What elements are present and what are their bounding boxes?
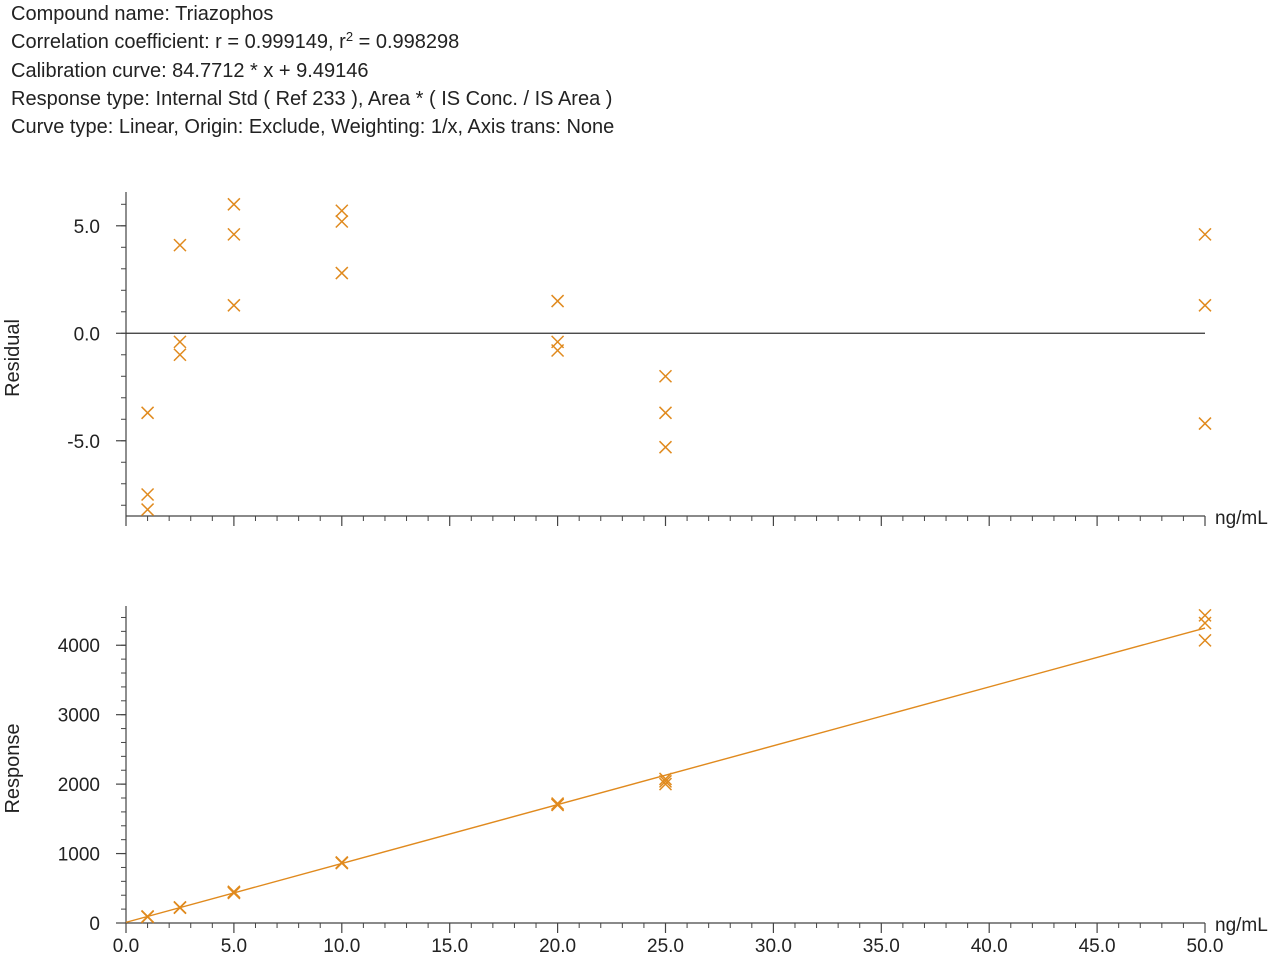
x-tick-label: 30.0 (755, 936, 792, 957)
data-point-marker (658, 777, 673, 791)
data-point-marker (551, 343, 565, 358)
data-point-marker (658, 440, 673, 454)
data-point-marker (658, 772, 673, 786)
marker-stroke (173, 901, 187, 915)
marker-stroke (227, 298, 241, 312)
data-point-marker (551, 798, 565, 812)
marker-stroke (658, 440, 673, 454)
x-tick-label: 5.0 (221, 936, 247, 957)
response-type: Response type: Internal Std ( Ref 233 ),… (11, 87, 613, 110)
marker-stroke (141, 406, 155, 420)
x-tick-label: 0.0 (113, 936, 139, 957)
r-squared-text: = 0.998298 (353, 31, 460, 54)
data-point-marker (173, 901, 187, 915)
r-squared-superscript: 2 (345, 29, 354, 45)
x-axis-unit-label: ng/mL (1215, 508, 1268, 529)
marker-stroke (173, 348, 187, 362)
marker-stroke (658, 369, 673, 383)
y-axis-title: Response (2, 723, 24, 813)
x-axis-unit-label: ng/mL (1215, 915, 1268, 936)
data-point-marker (335, 214, 349, 229)
data-point-marker (173, 238, 187, 252)
marker-stroke (335, 856, 349, 870)
data-point-marker (1198, 298, 1212, 312)
data-point-marker (227, 197, 241, 211)
y-axis-title: Residual (2, 319, 24, 397)
correlation-text: Correlation coefficient: r = 0.999149, r (11, 31, 346, 54)
data-point-marker (335, 856, 349, 870)
marker-stroke (227, 197, 241, 211)
data-point-marker (658, 406, 673, 420)
y-tick-label: 0 (89, 914, 100, 935)
marker-stroke (1198, 227, 1212, 241)
y-tick-label: 2000 (58, 775, 100, 796)
data-point-marker (141, 503, 155, 517)
y-tick-label: 1000 (58, 845, 100, 866)
data-point-marker (551, 294, 565, 308)
marker-stroke (1198, 417, 1212, 431)
data-point-marker (227, 227, 241, 241)
x-tick-label: 40.0 (971, 936, 1008, 957)
x-tick-label: 25.0 (647, 936, 684, 957)
data-point-marker (658, 369, 673, 383)
x-tick-label: 35.0 (863, 936, 900, 957)
marker-stroke (1198, 298, 1212, 312)
y-tick-label: 5.0 (74, 217, 100, 238)
calibration-fit-line (125, 627, 1206, 924)
marker-stroke (551, 343, 565, 358)
calibration-curve: Calibration curve: 84.7712 * x + 9.49146 (11, 59, 369, 82)
data-point-marker (1198, 417, 1212, 431)
y-tick-label: 3000 (58, 706, 100, 727)
data-point-marker (658, 774, 673, 788)
marker-stroke (173, 335, 187, 349)
marker-stroke (658, 774, 673, 788)
response-plot: 0 1000 2000 3000 4000 0.0 5.0 10.0 15.0 20.0 25.0 3… (2, 606, 1268, 957)
data-point-marker (141, 910, 155, 924)
marker-stroke (335, 266, 349, 280)
marker-stroke (335, 214, 349, 229)
marker-stroke (335, 204, 349, 218)
x-tick-label: 45.0 (1079, 936, 1116, 957)
data-point-marker (335, 266, 349, 280)
y-tick-label: 0.0 (74, 324, 100, 345)
data-point-marker (1198, 616, 1212, 630)
y-tick-label: 4000 (58, 636, 100, 657)
marker-stroke (551, 294, 565, 308)
curve-type: Curve type: Linear, Origin: Exclude, Wei… (11, 116, 615, 139)
marker-stroke (551, 798, 565, 812)
marker-stroke (173, 238, 187, 252)
residual-plot: 5.0 0.0 -5.0 ng/mL Residual (2, 192, 1268, 529)
x-tick-label: 20.0 (539, 936, 576, 957)
data-point-marker (141, 487, 155, 502)
data-point-marker (227, 298, 241, 312)
calibration-info: Compound name: Triazophos Correlation co… (11, 0, 911, 141)
data-point-marker (227, 886, 241, 900)
marker-stroke (227, 886, 241, 900)
x-tick-label: 10.0 (323, 936, 360, 957)
data-point-marker (141, 406, 155, 420)
marker-stroke (141, 910, 155, 924)
marker-stroke (141, 487, 155, 502)
correlation-coefficient: Correlation coefficient: r = 0.999149, r… (11, 28, 911, 56)
data-point-marker (335, 204, 349, 218)
x-tick-label: 50.0 (1187, 936, 1224, 957)
data-point-marker (1198, 633, 1212, 647)
y-tick-label: -5.0 (67, 432, 100, 453)
marker-stroke (1198, 616, 1212, 630)
marker-stroke (658, 777, 673, 791)
x-tick-label: 15.0 (431, 936, 468, 957)
data-point-marker (1198, 227, 1212, 241)
marker-stroke (227, 227, 241, 241)
data-point-marker (173, 348, 187, 362)
data-point-marker (173, 335, 187, 349)
marker-stroke (658, 772, 673, 786)
marker-stroke (141, 503, 155, 517)
marker-stroke (1198, 633, 1212, 647)
marker-stroke (658, 406, 673, 420)
compound-name: Compound name: Triazophos (11, 3, 274, 25)
